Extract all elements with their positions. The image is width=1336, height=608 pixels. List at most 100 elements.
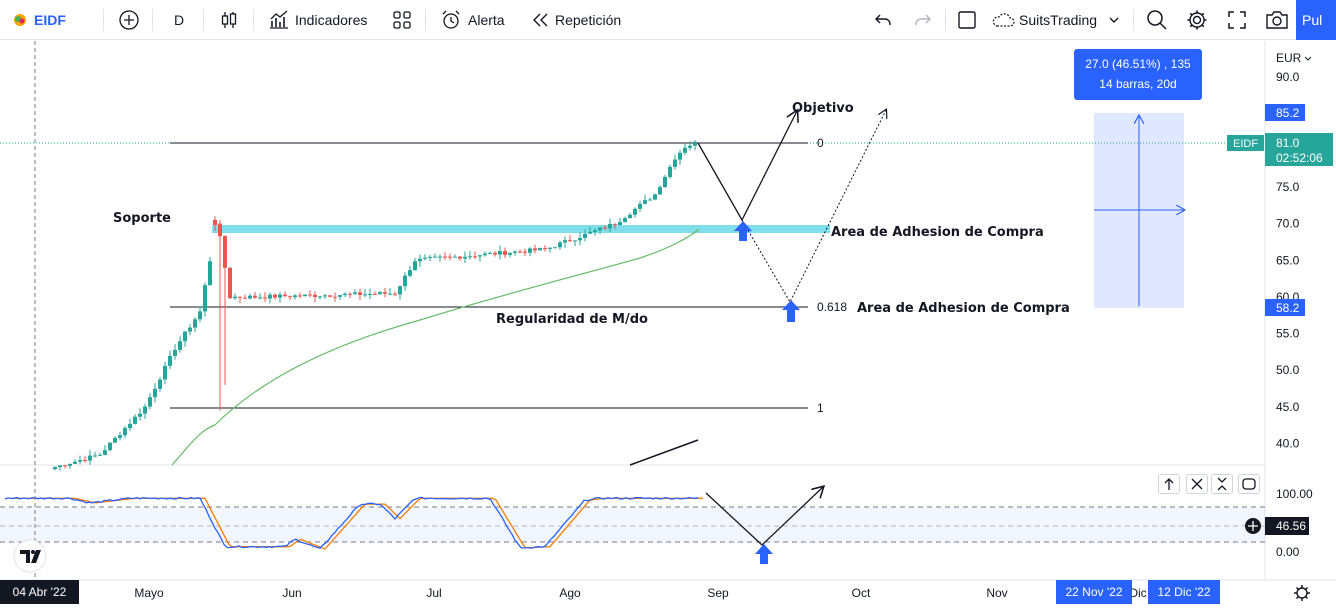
snapshot-button[interactable] xyxy=(1265,0,1289,40)
candle-body xyxy=(638,203,642,209)
candle-body xyxy=(413,261,417,271)
toolbar-divider xyxy=(945,9,946,31)
replay-button[interactable]: Repetición xyxy=(531,0,621,40)
last-price-badge xyxy=(1265,133,1333,166)
settings-button[interactable] xyxy=(1186,0,1208,40)
candle-body xyxy=(133,416,137,424)
candle-body xyxy=(483,253,487,256)
chart-type-button[interactable] xyxy=(219,0,239,40)
candle-body xyxy=(673,159,677,167)
candle-body xyxy=(98,454,102,456)
candle-body xyxy=(223,236,227,268)
stoch-k-line xyxy=(4,496,699,549)
pane-close-button[interactable] xyxy=(1186,474,1208,494)
tradingview-logo-icon xyxy=(13,539,47,573)
candle-body xyxy=(368,293,372,295)
candle-body xyxy=(563,240,567,243)
oscillator-projection-path[interactable] xyxy=(705,487,823,546)
low-marker-badge xyxy=(1265,299,1305,316)
templates-button[interactable] xyxy=(392,0,412,40)
candle-body xyxy=(678,152,682,160)
layout-save-button[interactable]: SuitsTrading xyxy=(990,0,1122,40)
candle-body xyxy=(318,296,322,298)
candle-body xyxy=(138,413,142,417)
candle-body xyxy=(463,256,467,259)
regularidad-label[interactable]: Regularidad de M/do xyxy=(496,312,648,327)
buy-arrow-icon[interactable] xyxy=(755,544,773,564)
add-level-icon[interactable] xyxy=(1245,518,1261,534)
candle-body xyxy=(478,255,482,257)
area-adhesion-label-1[interactable]: Area de Adhesion de Compra xyxy=(831,225,1044,240)
pane-move-up-button[interactable] xyxy=(1158,474,1180,494)
high-marker-label: 85.2 xyxy=(1276,106,1300,120)
candle-body xyxy=(113,437,117,443)
top-toolbar: EIDF D Indicadores xyxy=(0,0,1336,40)
candle-body xyxy=(438,256,442,258)
interval-button[interactable]: D xyxy=(174,0,184,40)
redo-button[interactable] xyxy=(913,0,933,40)
candle-body xyxy=(63,465,67,467)
candle-body xyxy=(378,292,382,295)
toolbar-divider xyxy=(203,9,204,31)
soporte-label[interactable]: Soporte xyxy=(113,211,171,226)
time-axis[interactable]: Mayo Jun Jul Ago Sep Oct Nov Dic xyxy=(134,586,1146,600)
publish-button[interactable]: Pul xyxy=(1296,0,1336,40)
buy-arrow-icon[interactable] xyxy=(734,221,752,241)
cursor-date-label: 04 Abr '22 xyxy=(12,585,67,599)
alert-button[interactable]: Alerta xyxy=(440,0,505,40)
maximize-icon xyxy=(1242,478,1256,490)
buy-arrow-icon[interactable] xyxy=(782,300,800,322)
symbol-search-button[interactable]: EIDF xyxy=(12,0,66,40)
candle-body xyxy=(558,242,562,248)
area-adhesion-label-2[interactable]: Area de Adhesion de Compra xyxy=(857,301,1070,316)
fib-level-0618-label: 0.618 xyxy=(817,300,847,314)
undo-button[interactable] xyxy=(873,0,893,40)
candle-body xyxy=(568,240,572,242)
pane-collapse-button[interactable] xyxy=(1211,474,1233,494)
candle-body xyxy=(93,455,97,457)
price-axis[interactable]: 90.075.070.065.060.055.050.045.040.0 xyxy=(1276,70,1300,451)
support-band[interactable] xyxy=(212,225,830,233)
indicators-button[interactable]: Indicadores xyxy=(268,0,367,40)
candle-body xyxy=(593,230,597,232)
range-start-label: 22 Nov '22 xyxy=(1065,585,1123,599)
candle-body xyxy=(338,295,342,297)
candle-body xyxy=(553,247,557,249)
candle-body xyxy=(173,349,177,356)
redo-icon xyxy=(915,14,931,25)
toolbar-divider xyxy=(1133,9,1134,31)
osc-tick-100: 100.00 xyxy=(1276,487,1313,501)
toolbar-divider xyxy=(152,9,153,31)
candle-body xyxy=(543,248,547,250)
price-pane[interactable] xyxy=(0,41,1265,465)
rewind-icon xyxy=(533,13,548,27)
osc-tick-0: 0.00 xyxy=(1276,545,1300,559)
price-tick-label: 90.0 xyxy=(1276,70,1300,84)
candle-body xyxy=(498,251,502,255)
fullscreen-layout-button[interactable] xyxy=(957,0,977,40)
candle-body xyxy=(123,428,127,436)
candle-body xyxy=(293,295,297,298)
gear-icon xyxy=(1187,10,1207,30)
candles-icon xyxy=(221,12,237,28)
chart-area[interactable]: Soporte Objetivo Area de Adhesion de Com… xyxy=(0,40,1336,608)
layout-name: SuitsTrading xyxy=(1019,12,1098,28)
close-icon xyxy=(1191,478,1203,490)
currency-label[interactable]: EUR xyxy=(1276,51,1302,65)
candle-body xyxy=(623,218,627,222)
add-symbol-button[interactable] xyxy=(118,0,140,40)
candle-body xyxy=(428,256,432,258)
pane-maximize-button[interactable] xyxy=(1238,474,1260,494)
objetivo-label[interactable]: Objetivo xyxy=(792,101,854,116)
publish-label: Pul xyxy=(1302,12,1323,28)
trend-line[interactable] xyxy=(629,439,699,466)
square-icon xyxy=(958,11,976,29)
candle-body xyxy=(343,293,347,296)
fullscreen-button[interactable] xyxy=(1227,0,1247,40)
candle-body xyxy=(688,145,692,148)
settings-icon[interactable] xyxy=(1294,585,1310,601)
candle-body xyxy=(398,286,402,295)
candle-body xyxy=(253,295,257,298)
candle-body xyxy=(198,311,202,320)
quick-search-button[interactable] xyxy=(1146,0,1168,40)
